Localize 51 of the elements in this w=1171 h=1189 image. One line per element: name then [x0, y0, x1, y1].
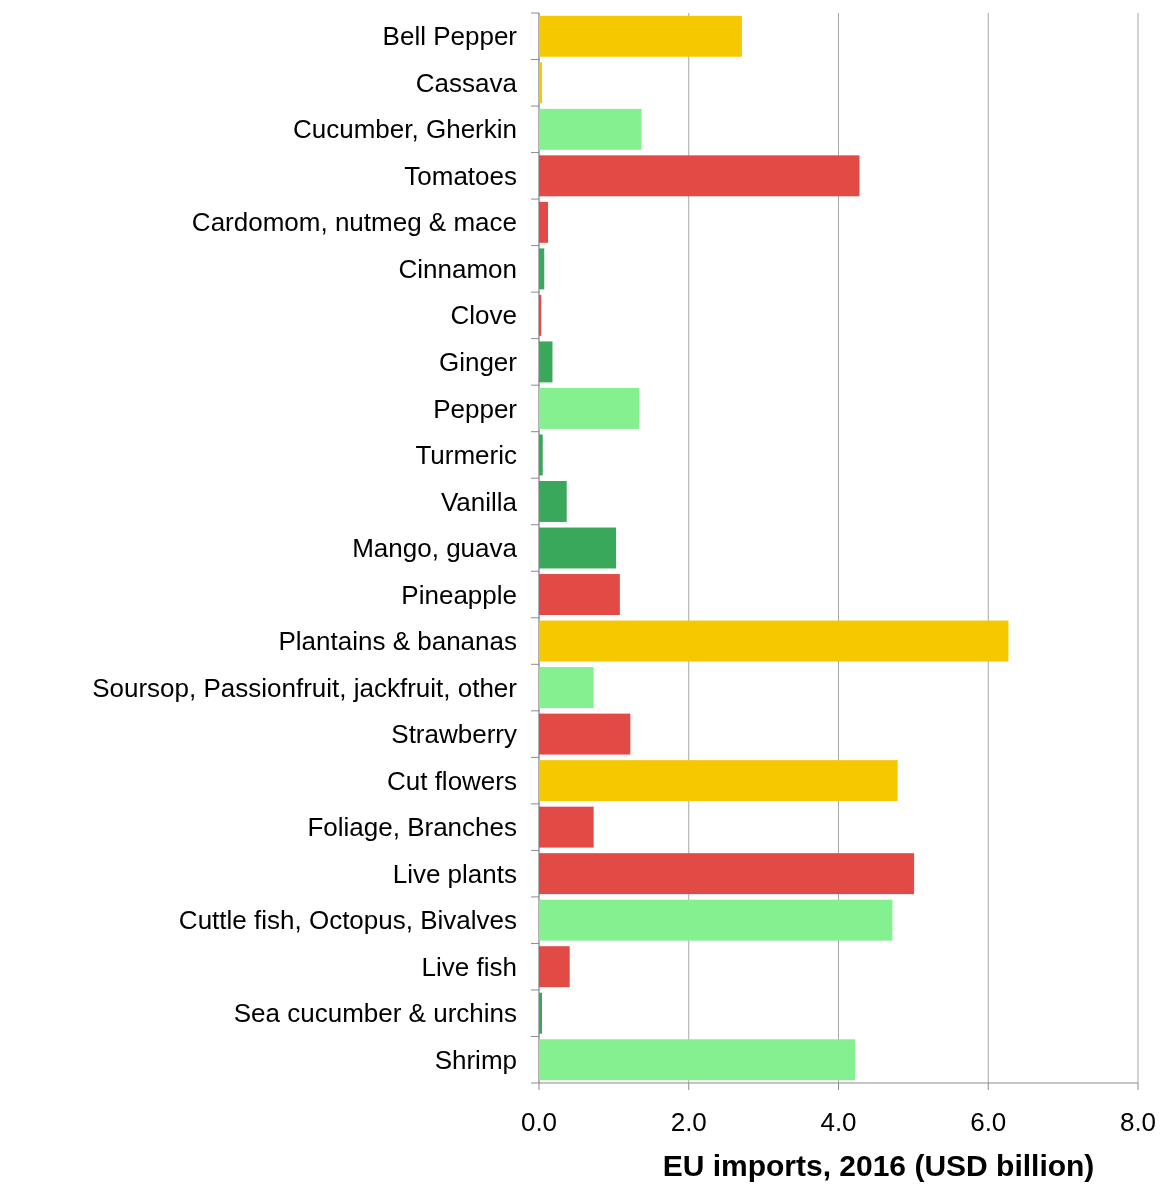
x-tick-label: 6.0: [970, 1107, 1007, 1137]
y-tick-label: Turmeric: [415, 440, 517, 471]
y-tick-label: Cuttle fish, Octopus, Bivalves: [178, 905, 517, 936]
x-tick-label: 4.0: [820, 1107, 857, 1137]
bar: [539, 620, 1009, 662]
bar: [539, 713, 631, 755]
y-tick-label: Live plants: [392, 858, 517, 889]
bar: [539, 806, 594, 848]
y-tick-label: Live fish: [421, 951, 517, 982]
y-tick-label: Bell Pepper: [382, 21, 518, 52]
y-tick-label: Pepper: [433, 393, 518, 424]
x-tick-label: 2.0: [670, 1107, 707, 1137]
y-tick-label: Sea cucumber & urchins: [233, 998, 517, 1029]
bar: [539, 15, 742, 57]
bar: [539, 946, 570, 988]
bar: [539, 248, 545, 290]
y-tick-label: Cut flowers: [386, 765, 517, 796]
bar: [539, 62, 542, 104]
bar: [539, 108, 642, 150]
bar: [539, 434, 543, 476]
y-tick-label: Strawberry: [391, 719, 517, 750]
y-tick-label: Cinnamon: [398, 253, 517, 284]
x-tick-label: 0.0: [520, 1107, 558, 1137]
bar: [539, 667, 594, 709]
y-tick-label: Mango, guava: [352, 533, 518, 564]
x-axis-title: EU imports, 2016 (USD billion): [662, 1149, 1095, 1182]
y-tick-label: Ginger: [438, 347, 518, 378]
bar: [539, 899, 893, 941]
y-tick-label: Shrimp: [434, 1044, 517, 1075]
bar: [539, 853, 915, 895]
bar: [539, 481, 567, 522]
y-tick-label: Soursop, Passionfruit, jackfruit, other: [92, 672, 518, 703]
bar: [539, 387, 640, 429]
y-tick-label: Foliage, Branches: [307, 812, 517, 843]
bar: [539, 155, 860, 197]
bar: [539, 201, 548, 243]
bar: [539, 527, 617, 569]
y-tick-label: Plantains & bananas: [278, 626, 517, 657]
bar: [539, 992, 542, 1034]
y-tick-label: Clove: [450, 300, 517, 331]
y-tick-label: Cassava: [415, 67, 518, 98]
bar: [539, 574, 620, 615]
y-tick-label: Tomatoes: [404, 160, 517, 191]
bar: [539, 1039, 855, 1081]
bar: [539, 760, 898, 802]
y-tick-label: Vanilla: [440, 486, 518, 517]
y-tick-label: Cucumber, Gherkin: [293, 114, 517, 145]
x-tick-label: 8.0: [1119, 1107, 1157, 1137]
y-tick-label: Pineapple: [401, 579, 517, 610]
y-tick-label: Cardomom, nutmeg & mace: [191, 207, 517, 238]
bar: [539, 341, 553, 383]
